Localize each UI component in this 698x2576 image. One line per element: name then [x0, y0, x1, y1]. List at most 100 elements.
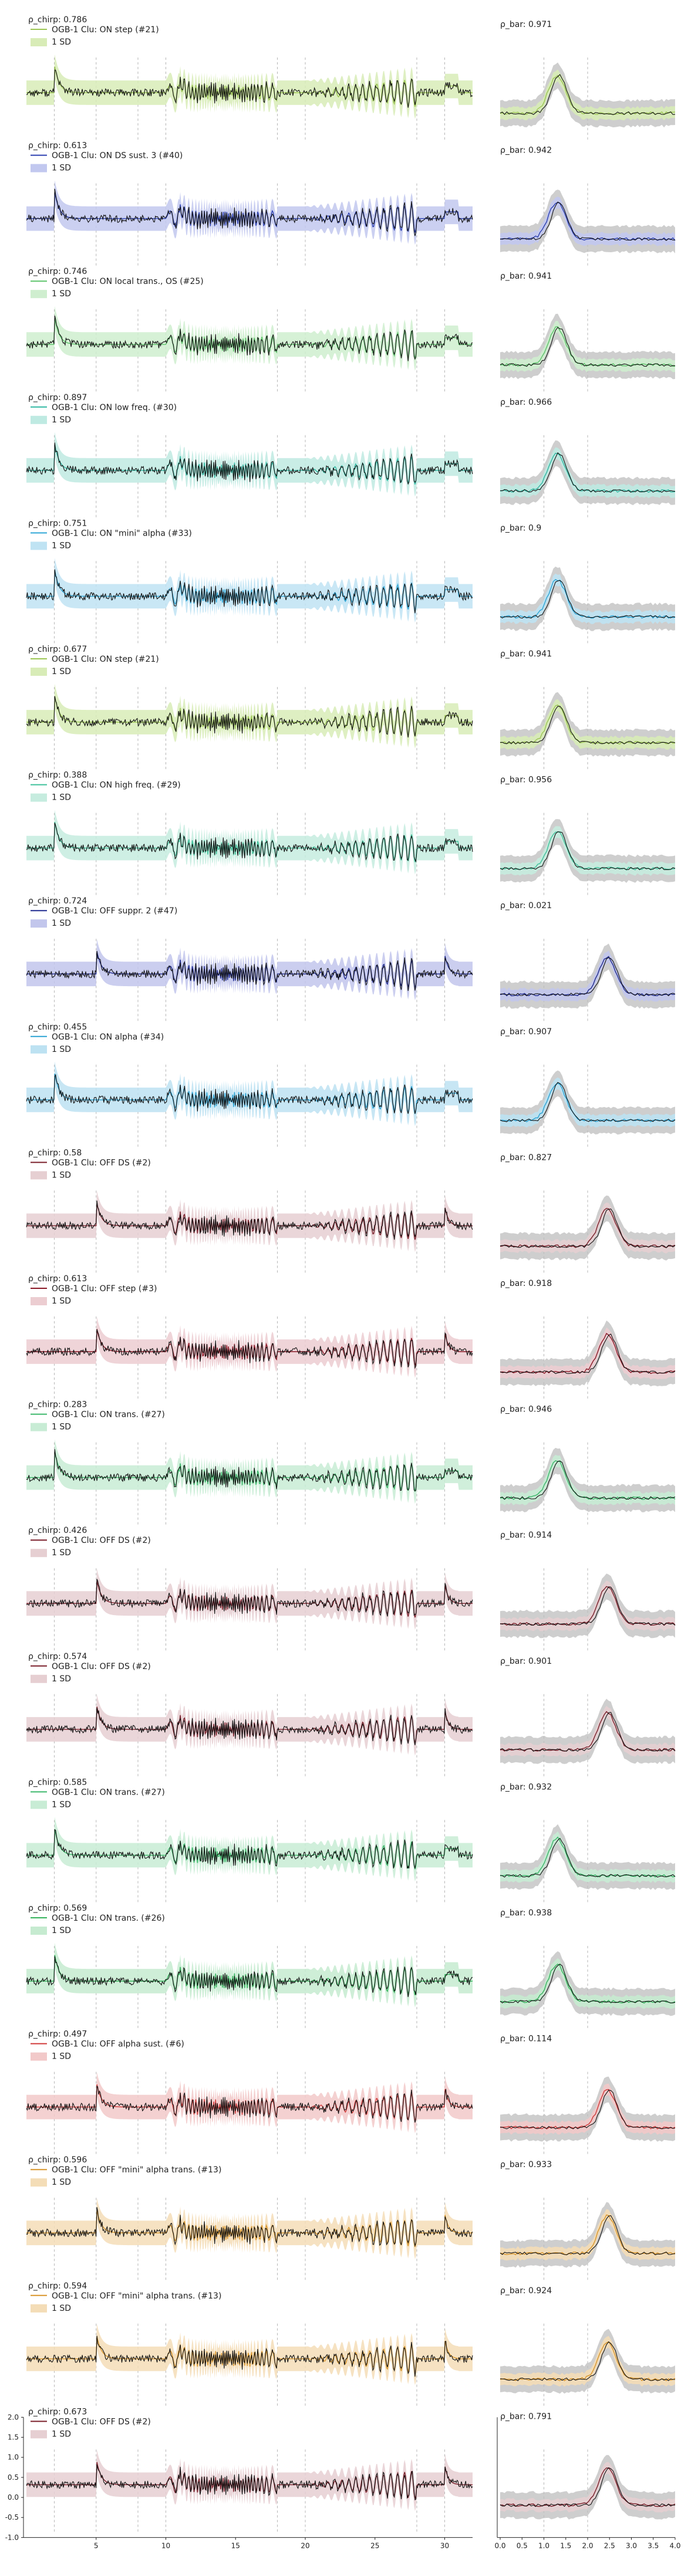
y-tick-label: -0.5 [5, 2513, 19, 2521]
rho-bar-label: ρ_bar: 0.933 [500, 2160, 552, 2169]
bar-cell-trace [500, 327, 676, 367]
legend-sd-swatch [31, 1800, 47, 1809]
cluster-sd-band [26, 306, 473, 371]
legend-sd-label: 1 SD [52, 38, 71, 47]
legend-cluster-label: OGB-1 Clu: ON step (#21) [52, 655, 159, 664]
bar-cell-trace [500, 580, 676, 619]
legend-sd-label: 1 SD [52, 919, 71, 928]
bar-cluster-band [500, 1958, 675, 2009]
bar-cluster-band [500, 1077, 675, 1128]
bar-cell-trace [500, 2215, 676, 2256]
rho-chirp-label: ρ_chirp: 0.897 [28, 393, 87, 402]
legend-sd-label: 1 SD [52, 1297, 71, 1306]
cell-trace [26, 2085, 473, 2123]
bar-cell-trace [500, 831, 676, 871]
cluster-sd-band [26, 1316, 473, 1378]
rho-bar-label: ρ_bar: 0.918 [500, 1279, 552, 1288]
rho-bar-label: ρ_bar: 0.924 [500, 2286, 552, 2296]
rho-bar-label: ρ_bar: 0.827 [500, 1153, 552, 1162]
legend-cluster-label: OGB-1 Clu: ON low freq. (#30) [52, 403, 177, 412]
bar-cell-trace [500, 1082, 676, 1122]
rho-bar-label: ρ_bar: 0.956 [500, 776, 552, 785]
y-tick-label: 0.5 [8, 2473, 19, 2482]
right-x-tick-label: 2.0 [582, 2541, 593, 2550]
rho-chirp-label: ρ_chirp: 0.283 [28, 1400, 87, 1410]
right-x-tick-label: 1.0 [538, 2541, 549, 2550]
rho-chirp-label: ρ_chirp: 0.677 [28, 645, 87, 654]
rho-chirp-label: ρ_chirp: 0.58 [28, 1148, 82, 1157]
legend-sd-label: 1 SD [52, 541, 71, 550]
cell-trace [26, 316, 473, 361]
cell-trace [26, 2207, 473, 2247]
rho-chirp-label: ρ_chirp: 0.574 [28, 1652, 87, 1661]
rho-bar-label: ρ_bar: 0.932 [500, 1782, 552, 1792]
legend-cluster-label: OGB-1 Clu: ON high freq. (#29) [52, 781, 181, 790]
bar-cell-trace [500, 201, 676, 241]
bar-cluster-band [500, 1202, 675, 1254]
cell-trace [26, 442, 473, 485]
x-tick-label: 10 [161, 2541, 170, 2550]
legend-cluster-label: OGB-1 Clu: ON DS sust. 3 (#40) [52, 151, 183, 161]
bar-cluster-trace [500, 1460, 676, 1500]
rho-bar-label: ρ_bar: 0.971 [500, 20, 552, 29]
legend-sd-label: 1 SD [52, 667, 71, 676]
cell-trace [26, 950, 473, 991]
rho-chirp-label: ρ_chirp: 0.613 [28, 1274, 87, 1284]
cluster-sd-band [26, 54, 473, 119]
legend-cluster-label: OGB-1 Clu: OFF DS (#2) [52, 1536, 151, 1545]
bar-cluster-trace [500, 2088, 676, 2130]
legend-cluster-label: OGB-1 Clu: ON "mini" alpha (#33) [52, 529, 192, 538]
bar-cluster-band [500, 2083, 675, 2135]
bar-cell-trace [500, 1333, 676, 1375]
legend-cluster-label: OGB-1 Clu: ON local trans., OS (#25) [52, 277, 204, 286]
rho-chirp-label: ρ_chirp: 0.585 [28, 1778, 87, 1787]
legend-cluster-label: OGB-1 Clu: OFF step (#3) [52, 1284, 157, 1294]
right-x-tick-label: 3.0 [626, 2541, 637, 2550]
bar-cell-trace [500, 452, 676, 493]
rho-chirp-label: ρ_chirp: 0.426 [28, 1526, 87, 1535]
bar-cluster-trace [500, 1836, 676, 1878]
rho-chirp-label: ρ_chirp: 0.596 [28, 2155, 87, 2165]
cluster-sd-band [26, 810, 473, 875]
bar-cell-trace [500, 1586, 676, 1626]
bar-cluster-band [500, 2462, 675, 2513]
cell-trace [26, 569, 473, 614]
legend-cluster-label: OGB-1 Clu: OFF DS (#2) [52, 1662, 151, 1671]
bar-cell-trace [500, 1964, 676, 2003]
cluster-sd-band [26, 1190, 473, 1253]
rho-chirp-label: ρ_chirp: 0.673 [28, 2407, 87, 2416]
cell-trace [26, 1829, 473, 1869]
cell-trace [26, 1329, 473, 1369]
rho-chirp-label: ρ_chirp: 0.388 [28, 771, 87, 780]
cluster-sd-band [26, 2324, 473, 2385]
rho-bar-label: ρ_bar: 0.946 [500, 1405, 552, 1414]
legend-sd-label: 1 SD [52, 415, 71, 425]
legend-sd-swatch [31, 2304, 47, 2313]
bar-cluster-trace [500, 1082, 676, 1122]
x-tick-label: 20 [301, 2541, 309, 2550]
bar-cell-trace [500, 706, 676, 744]
bar-cluster-band [500, 699, 675, 750]
bar-cluster-trace [500, 75, 676, 116]
legend-sd-label: 1 SD [52, 1170, 71, 1180]
bar-cell-trace [500, 957, 676, 997]
cluster-sd-band [26, 432, 473, 497]
right-x-tick-label: 2.5 [604, 2541, 615, 2550]
right-x-tick-label: 0.0 [494, 2541, 505, 2550]
legend-sd-label: 1 SD [52, 2304, 71, 2313]
cluster-sd-band [26, 2072, 473, 2134]
rho-bar-label: ρ_bar: 0.938 [500, 1908, 552, 1918]
